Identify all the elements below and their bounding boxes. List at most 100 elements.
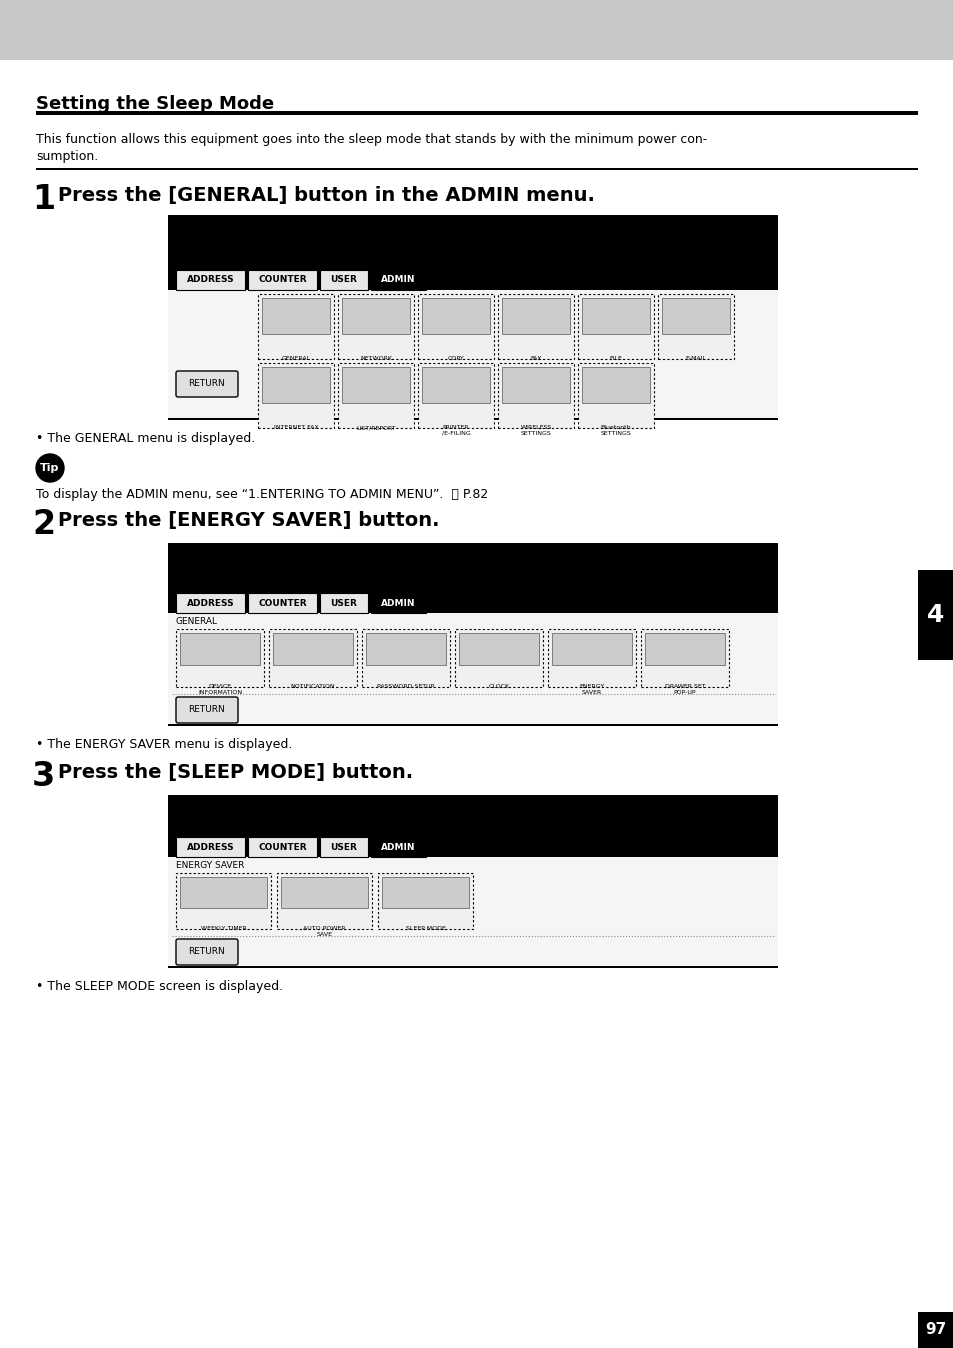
Bar xyxy=(381,878,469,907)
Bar xyxy=(552,634,631,665)
Bar xyxy=(371,837,426,857)
Text: SLEEP MODE: SLEEP MODE xyxy=(405,926,445,931)
Circle shape xyxy=(36,454,64,483)
Bar xyxy=(175,837,245,857)
Text: FILE: FILE xyxy=(609,356,621,361)
Text: ADDRESS: ADDRESS xyxy=(187,599,234,608)
Text: This function allows this equipment goes into the sleep mode that stands by with: This function allows this equipment goes… xyxy=(36,133,706,146)
Text: ADDRESS: ADDRESS xyxy=(187,842,234,852)
Text: ENERGY
SAVER: ENERGY SAVER xyxy=(578,683,604,694)
Text: USER: USER xyxy=(331,599,357,608)
Text: • The ENERGY SAVER menu is displayed.: • The ENERGY SAVER menu is displayed. xyxy=(36,737,292,751)
Bar xyxy=(377,874,473,929)
Text: Bluetooth
SETTINGS: Bluetooth SETTINGS xyxy=(600,425,631,435)
Text: 4: 4 xyxy=(926,603,943,627)
Bar xyxy=(341,298,410,334)
Bar xyxy=(269,630,356,687)
Bar xyxy=(180,634,260,665)
Bar xyxy=(455,630,542,687)
Bar xyxy=(640,630,728,687)
Text: LIST/REPORT: LIST/REPORT xyxy=(355,425,395,430)
Bar xyxy=(501,367,569,403)
Bar xyxy=(501,298,569,334)
Text: NOTIFICATION: NOTIFICATION xyxy=(291,683,335,689)
Text: PRINTER
/E-FILING: PRINTER /E-FILING xyxy=(441,425,470,435)
Text: • The GENERAL menu is displayed.: • The GENERAL menu is displayed. xyxy=(36,431,255,445)
Bar xyxy=(257,294,334,359)
Text: 1: 1 xyxy=(32,183,55,216)
Bar xyxy=(175,874,271,929)
Bar xyxy=(421,367,490,403)
Text: USER: USER xyxy=(331,275,357,284)
Bar xyxy=(168,795,778,968)
Text: COUNTER: COUNTER xyxy=(258,599,307,608)
Bar xyxy=(337,363,414,429)
Text: 3: 3 xyxy=(32,760,55,793)
Bar xyxy=(180,878,267,907)
Bar xyxy=(366,634,446,665)
Text: FAX: FAX xyxy=(530,356,541,361)
Text: Press the [SLEEP MODE] button.: Press the [SLEEP MODE] button. xyxy=(58,763,413,782)
Bar xyxy=(458,634,538,665)
Text: Press the [GENERAL] button in the ADMIN menu.: Press the [GENERAL] button in the ADMIN … xyxy=(58,186,595,205)
Bar xyxy=(319,270,368,290)
Text: COUNTER: COUNTER xyxy=(258,275,307,284)
Bar xyxy=(168,613,778,724)
FancyBboxPatch shape xyxy=(175,371,237,398)
Text: RETURN: RETURN xyxy=(189,705,225,714)
Text: WIRELESS
SETTINGS: WIRELESS SETTINGS xyxy=(519,425,551,435)
Bar xyxy=(917,1312,953,1348)
Bar xyxy=(917,570,953,661)
Bar xyxy=(371,593,426,613)
Text: ADMIN: ADMIN xyxy=(381,842,416,852)
Text: RETURN: RETURN xyxy=(189,948,225,957)
Bar xyxy=(497,294,574,359)
Bar xyxy=(248,837,316,857)
Bar xyxy=(581,367,649,403)
Bar xyxy=(417,294,494,359)
Text: • The SLEEP MODE screen is displayed.: • The SLEEP MODE screen is displayed. xyxy=(36,980,283,993)
Text: RETURN: RETURN xyxy=(189,380,225,388)
Text: E-MAIL: E-MAIL xyxy=(684,356,706,361)
Bar xyxy=(262,298,330,334)
Bar xyxy=(644,634,724,665)
Text: INTERNET FAX: INTERNET FAX xyxy=(274,425,318,430)
Text: ADMIN: ADMIN xyxy=(381,599,416,608)
Bar xyxy=(168,857,778,967)
Text: CLOCK: CLOCK xyxy=(488,683,509,689)
Bar xyxy=(248,270,316,290)
Bar xyxy=(262,367,330,403)
Bar xyxy=(361,630,450,687)
Text: Setting the Sleep Mode: Setting the Sleep Mode xyxy=(36,94,274,113)
Bar xyxy=(581,298,649,334)
Text: COUNTER: COUNTER xyxy=(258,842,307,852)
Bar xyxy=(248,593,316,613)
Text: ADDRESS: ADDRESS xyxy=(187,275,234,284)
Bar xyxy=(36,168,917,170)
FancyBboxPatch shape xyxy=(175,940,237,965)
Text: Press the [ENERGY SAVER] button.: Press the [ENERGY SAVER] button. xyxy=(58,511,439,530)
Text: DEVICE
INFORMATION: DEVICE INFORMATION xyxy=(197,683,242,694)
Text: sumption.: sumption. xyxy=(36,150,98,163)
Bar xyxy=(658,294,733,359)
Bar xyxy=(0,0,953,61)
Bar xyxy=(421,298,490,334)
Text: AUTO POWER
SAVE: AUTO POWER SAVE xyxy=(303,926,345,937)
Text: ADMIN: ADMIN xyxy=(381,275,416,284)
Bar xyxy=(661,298,729,334)
Bar xyxy=(276,874,372,929)
Bar xyxy=(319,837,368,857)
Bar xyxy=(417,363,494,429)
Bar xyxy=(371,270,426,290)
Text: WEEKLY TIMER: WEEKLY TIMER xyxy=(200,926,246,931)
Bar xyxy=(547,630,636,687)
Bar xyxy=(175,270,245,290)
Bar xyxy=(175,630,264,687)
Bar xyxy=(497,363,574,429)
Text: COPY: COPY xyxy=(447,356,464,361)
Text: USER: USER xyxy=(331,842,357,852)
Bar xyxy=(36,111,917,115)
Bar xyxy=(337,294,414,359)
Text: PASSWORD SETUP: PASSWORD SETUP xyxy=(377,683,435,689)
Text: ENERGY SAVER: ENERGY SAVER xyxy=(175,861,244,869)
